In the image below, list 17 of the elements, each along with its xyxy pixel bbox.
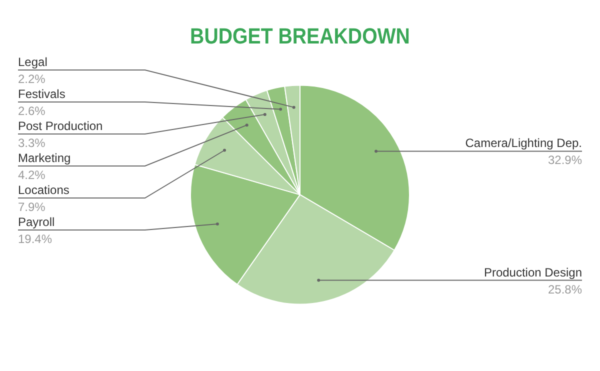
data-label: 7.9%: [18, 200, 46, 214]
slice-label: Festivals: [18, 87, 66, 101]
chart-title: BUDGET BREAKDOWN: [190, 24, 410, 49]
data-label: 2.2%: [18, 72, 46, 86]
slice-label: Locations: [18, 183, 70, 197]
data-label: 19.4%: [18, 232, 52, 246]
slice-label: Production Design: [484, 265, 582, 280]
slice-label: Post Production: [18, 119, 103, 133]
slice-label: Payroll: [18, 215, 55, 229]
data-label: 4.2%: [18, 168, 46, 182]
data-label: 2.6%: [18, 104, 46, 118]
data-label: 3.3%: [18, 136, 46, 150]
data-label: 25.8%: [548, 282, 582, 296]
slice-label: Marketing: [18, 151, 71, 165]
data-label: 32.9%: [548, 153, 582, 168]
slice-label: Camera/Lighting Dep.: [465, 136, 582, 150]
slice-label: Legal: [18, 55, 48, 69]
